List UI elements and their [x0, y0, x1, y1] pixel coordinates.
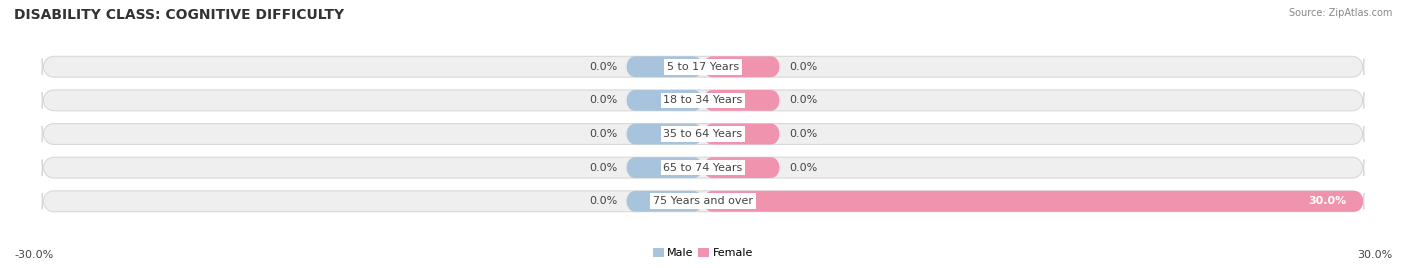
Text: 0.0%: 0.0%: [789, 95, 817, 105]
Text: 5 to 17 Years: 5 to 17 Years: [666, 62, 740, 72]
FancyBboxPatch shape: [703, 191, 1364, 212]
Text: 0.0%: 0.0%: [789, 62, 817, 72]
Text: 0.0%: 0.0%: [589, 163, 617, 173]
Text: 0.0%: 0.0%: [589, 95, 617, 105]
Text: 65 to 74 Years: 65 to 74 Years: [664, 163, 742, 173]
Text: 0.0%: 0.0%: [589, 196, 617, 206]
Text: -30.0%: -30.0%: [14, 250, 53, 260]
Text: 0.0%: 0.0%: [789, 163, 817, 173]
FancyBboxPatch shape: [42, 124, 1364, 144]
FancyBboxPatch shape: [42, 56, 1364, 77]
FancyBboxPatch shape: [42, 157, 1364, 178]
FancyBboxPatch shape: [42, 90, 1364, 111]
FancyBboxPatch shape: [703, 157, 780, 178]
FancyBboxPatch shape: [626, 56, 703, 77]
FancyBboxPatch shape: [703, 124, 780, 144]
FancyBboxPatch shape: [703, 56, 780, 77]
Text: 75 Years and over: 75 Years and over: [652, 196, 754, 206]
FancyBboxPatch shape: [42, 191, 1364, 212]
FancyBboxPatch shape: [626, 157, 703, 178]
Text: DISABILITY CLASS: COGNITIVE DIFFICULTY: DISABILITY CLASS: COGNITIVE DIFFICULTY: [14, 8, 344, 22]
Text: 30.0%: 30.0%: [1357, 250, 1392, 260]
FancyBboxPatch shape: [626, 124, 703, 144]
FancyBboxPatch shape: [626, 191, 703, 212]
Text: 0.0%: 0.0%: [589, 62, 617, 72]
Text: 18 to 34 Years: 18 to 34 Years: [664, 95, 742, 105]
Text: 0.0%: 0.0%: [589, 129, 617, 139]
Text: 0.0%: 0.0%: [789, 129, 817, 139]
Text: 35 to 64 Years: 35 to 64 Years: [664, 129, 742, 139]
Legend: Male, Female: Male, Female: [648, 243, 758, 262]
FancyBboxPatch shape: [626, 90, 703, 111]
Text: Source: ZipAtlas.com: Source: ZipAtlas.com: [1288, 8, 1392, 18]
Text: 30.0%: 30.0%: [1308, 196, 1346, 206]
FancyBboxPatch shape: [703, 90, 780, 111]
